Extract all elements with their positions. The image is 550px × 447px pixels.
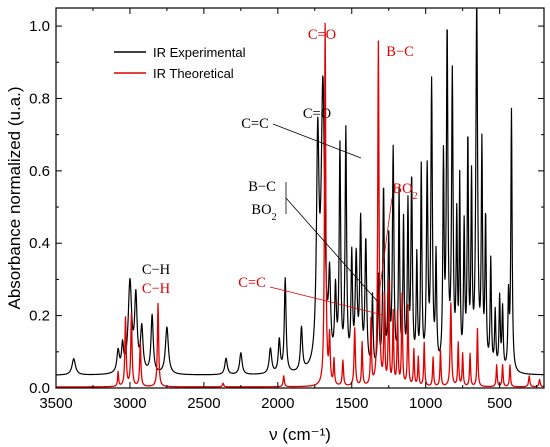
- y-tick-label: 1.0: [29, 18, 50, 35]
- x-tick-label: 3500: [39, 395, 72, 412]
- annotation-bo2-black: BO2: [251, 202, 276, 223]
- x-tick-label: 3000: [113, 395, 146, 412]
- annotation-cc-red: C=C: [238, 275, 266, 291]
- y-tick-label: 0.2: [29, 308, 50, 325]
- y-tick-label: 0.4: [29, 235, 50, 252]
- annotation-bo2-red: BO2: [392, 181, 417, 202]
- annotation-leaders: [269, 123, 393, 316]
- x-tick-label: 1000: [409, 395, 442, 412]
- annotation-ch-black: C−H: [142, 262, 171, 278]
- leader-bo2-red: [377, 197, 393, 303]
- series-layer: [56, 8, 544, 388]
- legend: IR Experimental IR Theoretical: [114, 45, 246, 81]
- legend-label-theoretical: IR Theoretical: [153, 66, 234, 81]
- x-tick-label: 2500: [187, 395, 220, 412]
- x-tick-label: 2000: [261, 395, 294, 412]
- series-line-experimental: [56, 8, 544, 376]
- annotation-bc-black: B−C: [248, 179, 276, 195]
- x-axis-title: ν (cm⁻¹): [269, 425, 331, 444]
- annotation-ch-red: C−H: [142, 281, 171, 297]
- y-tick-label: 0.6: [29, 163, 50, 180]
- x-tick-label: 1500: [335, 395, 368, 412]
- annotation-layer: C−H C−H C=C C=C C=O C=O B−C B−C BO2 BO2: [142, 27, 418, 297]
- leader-cc-black: [272, 123, 362, 159]
- leader-cc-red: [269, 286, 384, 316]
- x-tick-label: 500: [487, 395, 512, 412]
- annotation-co-black: C=O: [303, 106, 331, 122]
- leader-bc-bo2-black: [285, 197, 379, 303]
- y-tick-label: 0.8: [29, 90, 50, 107]
- y-axis-title: Absorbance normalized (u.a.): [5, 86, 24, 309]
- annotation-cc-black: C=C: [241, 116, 269, 132]
- y-tick-label: 0.0: [29, 380, 50, 397]
- legend-label-experimental: IR Experimental: [153, 45, 246, 60]
- axes: 3500 3000 2500 2000 1500 1000 500 0.0 0.2 0.4 0.6 0…: [29, 7, 545, 412]
- annotation-bc-red: B−C: [386, 44, 414, 60]
- plot-frame: [55, 7, 545, 389]
- series-line-theoretical: [56, 22, 544, 388]
- annotation-co-red: C=O: [308, 27, 336, 43]
